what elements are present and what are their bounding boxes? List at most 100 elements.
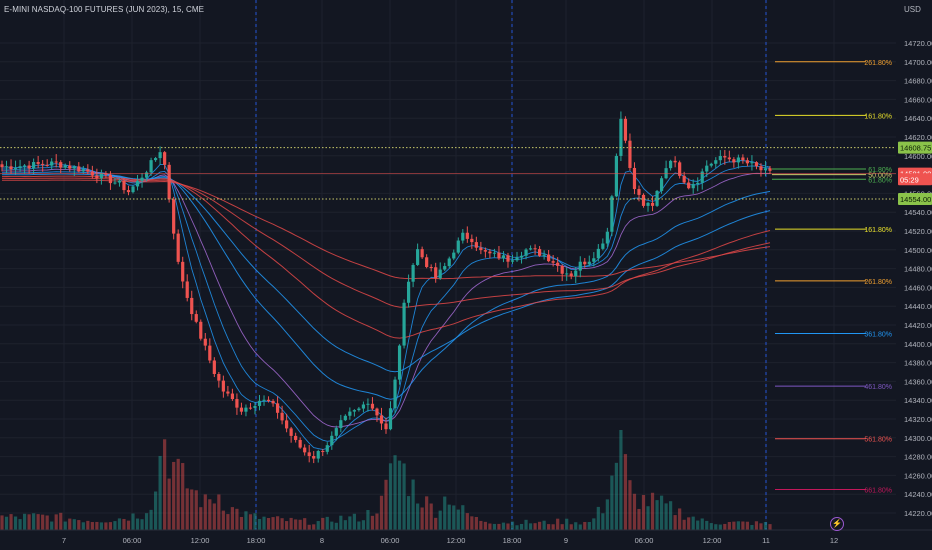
volume-bar [226, 514, 230, 530]
candle-body [691, 184, 695, 189]
candle-body [646, 202, 650, 206]
candle-body [172, 199, 176, 234]
candle-body [759, 166, 763, 171]
price-tick-label: 14240.00 [904, 490, 932, 499]
candle-body [22, 165, 27, 167]
volume-bar [144, 513, 149, 530]
candle-body [650, 202, 655, 206]
volume-bar [447, 504, 451, 530]
volume-bar [167, 478, 171, 530]
volume-bar [637, 508, 641, 530]
candle-body [718, 156, 722, 161]
volume-bar [732, 521, 736, 530]
candle-body [768, 168, 772, 171]
candle-body [9, 166, 13, 170]
candle-body [429, 266, 433, 268]
volume-bar [370, 515, 375, 530]
candle-body [763, 168, 768, 171]
volume-bar [348, 516, 352, 530]
candle-body [574, 270, 578, 277]
volume-bar [745, 521, 750, 530]
candle-body [492, 252, 497, 254]
price-label-text: 05:29 [900, 175, 919, 184]
candle-body [637, 189, 641, 195]
candle-body [41, 163, 45, 165]
volume-bar [406, 496, 411, 530]
volume-bar [108, 522, 113, 530]
moving-average-line [2, 179, 771, 280]
volume-bar [542, 520, 546, 530]
candle-body [289, 428, 293, 436]
candle-body [556, 262, 560, 266]
candles[interactable] [0, 111, 772, 464]
volume-bar [515, 525, 519, 530]
volume-bar [4, 516, 9, 530]
candle-body [601, 243, 605, 249]
volume-bar [330, 521, 334, 530]
volume-bar [474, 516, 478, 530]
volume-bar [605, 499, 609, 530]
candle-body [131, 186, 135, 193]
candle-body [334, 428, 338, 436]
volume-bar [181, 463, 185, 530]
volume-bar [709, 523, 713, 530]
volume-bar [41, 514, 45, 530]
volume-bar [682, 519, 686, 530]
fib-level-label: 561.80% [864, 437, 892, 444]
volume-bar [248, 514, 253, 530]
volume-bar [375, 513, 379, 530]
candle-body [406, 281, 411, 303]
volume-bar [45, 515, 49, 530]
time-tick-label: 11 [762, 536, 770, 545]
volume-bar [456, 509, 460, 530]
candle-body [59, 162, 63, 168]
candle-body [203, 338, 207, 346]
candle-body [226, 391, 230, 394]
volume-bar [569, 524, 573, 530]
lightning-icon[interactable]: ⚡ [830, 517, 844, 531]
volume-bar [239, 516, 244, 530]
volume-bar [208, 499, 212, 530]
volume-bar [9, 514, 13, 530]
candle-body [727, 157, 731, 160]
candle-body [122, 180, 126, 191]
candle-body [68, 165, 72, 169]
candle-body [307, 452, 311, 457]
candle-body [447, 258, 451, 267]
volume-bar [343, 520, 347, 530]
moving-average-line [1, 175, 771, 339]
fibonacci-levels[interactable]: 261.80% 161.80% 61.80%50.00%61.80% 161.80% 2… [772, 60, 892, 495]
price-tick-label: 14540.00 [904, 208, 932, 217]
candle-body [578, 261, 582, 271]
time-axis[interactable]: 7 06:00 12:00 18:00 8 06:00 12:00 18:00 9 06:00 12… [0, 529, 932, 545]
candle-body [461, 232, 465, 241]
price-tick-label: 14420.00 [904, 321, 932, 330]
volume-bar [312, 524, 316, 530]
volume-bar [669, 501, 673, 530]
fib-level-label: 50.00% [868, 173, 892, 180]
volume-bar [95, 521, 99, 530]
candle-body [664, 168, 668, 179]
candle-body [163, 152, 167, 165]
volume-bar [384, 479, 388, 530]
volume-bar [696, 520, 700, 530]
volume-bar [700, 518, 704, 530]
volume-bar [574, 522, 578, 530]
volume-bar [506, 523, 510, 530]
volume-bar [104, 522, 108, 530]
volume-bar [524, 519, 528, 530]
time-tick-label: 12:00 [703, 536, 722, 545]
price-axis[interactable]: 14220.00 14240.00 14260.00 14280.00 14300.00… [896, 0, 932, 550]
volume-bar [325, 516, 329, 530]
candle-body [294, 435, 298, 440]
price-tick-label: 14280.00 [904, 453, 932, 462]
candle-body [411, 264, 415, 282]
candle-body [619, 118, 623, 156]
candle-body [610, 196, 614, 232]
candle-body [298, 439, 302, 448]
candle-body [370, 403, 375, 409]
volume-bar [519, 523, 524, 530]
volume-bar [126, 520, 131, 530]
